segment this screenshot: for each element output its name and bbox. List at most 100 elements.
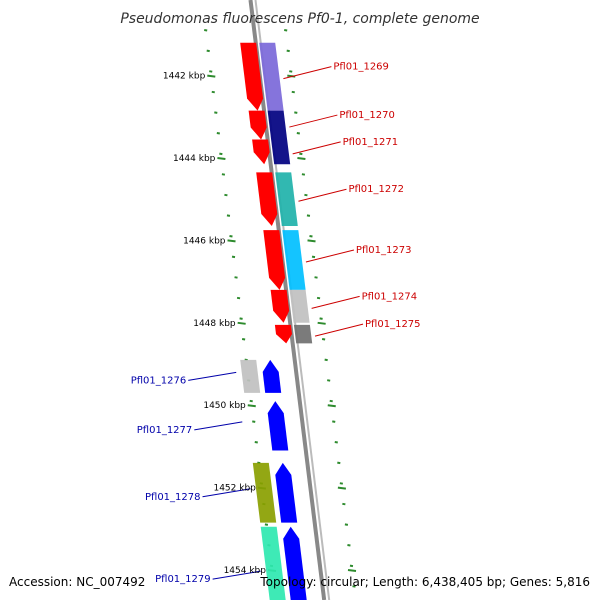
tick-mark — [344, 523, 349, 526]
tick-mark — [234, 276, 238, 279]
tick-mark — [309, 235, 313, 238]
tick-mark — [324, 358, 328, 362]
tick-mark — [327, 379, 331, 382]
ruler-label: 1442 kbp — [163, 72, 206, 82]
gene-label[interactable]: Pfl01_1276 — [131, 375, 187, 386]
cog-block — [259, 42, 284, 111]
tick-mark — [252, 420, 256, 423]
tick-mark — [209, 70, 213, 73]
gene-leader-line — [212, 570, 261, 580]
tick-mark — [299, 152, 303, 156]
tick-mark — [314, 276, 318, 279]
tick-mark — [291, 90, 295, 94]
tick-mark — [342, 502, 346, 506]
gene-leader-line — [202, 488, 251, 498]
gene-label[interactable]: Pfl01_1271 — [343, 137, 399, 148]
gene-label[interactable]: Pfl01_1274 — [362, 291, 418, 302]
tick-mark — [231, 255, 236, 259]
cog-block — [293, 324, 313, 344]
major-tick-right — [297, 157, 306, 161]
gene-label[interactable]: Pfl01_1277 — [137, 425, 193, 436]
tick-mark — [321, 338, 326, 341]
major-tick-right — [327, 404, 336, 408]
tick-mark — [294, 111, 298, 114]
tick-mark — [301, 173, 306, 176]
tick-mark — [304, 193, 308, 197]
cog-block — [267, 110, 288, 140]
tick-mark — [339, 482, 344, 485]
tick-mark — [249, 399, 253, 403]
major-tick-right — [337, 486, 347, 490]
tick-mark — [221, 173, 226, 176]
cog-block — [271, 139, 291, 165]
tick-mark — [347, 544, 351, 547]
tick-mark — [306, 214, 311, 217]
tick-mark — [332, 420, 336, 423]
gene-leader-line — [292, 141, 341, 155]
tick-mark — [264, 523, 269, 526]
tick-mark — [352, 585, 356, 588]
cog-block — [275, 172, 298, 226]
gene-leader-line — [194, 421, 243, 431]
ruler-label: 1448 kbp — [193, 319, 236, 329]
tick-mark — [319, 317, 323, 320]
cds-arrow — [263, 230, 286, 290]
gene-leader-line — [289, 114, 338, 128]
gene-leader-line — [305, 249, 355, 263]
gene-label[interactable]: Pfl01_1272 — [348, 184, 404, 195]
ruler-label: 1444 kbp — [173, 154, 216, 164]
gene-leader-line — [311, 295, 360, 309]
tick-mark — [337, 461, 341, 465]
cds-arrow — [283, 526, 307, 600]
tick-mark — [334, 441, 338, 444]
cog-block — [260, 526, 286, 600]
ruler-label: 1452 kbp — [213, 484, 256, 494]
major-tick-right — [317, 321, 326, 325]
gene-labels: Pfl01_1269 Pfl01_1270 Pfl01_1271 Pfl01_1272… — [131, 62, 421, 586]
tick-mark — [286, 49, 290, 53]
tick-mark — [226, 214, 231, 217]
cds-arrow — [275, 462, 298, 523]
major-tick-left — [237, 321, 246, 325]
ruler-label: 1450 kbp — [203, 401, 246, 411]
cds-arrow — [252, 139, 270, 165]
gene-label[interactable]: Pfl01_1269 — [333, 62, 389, 73]
tick-mark — [236, 296, 241, 300]
tick-mark — [211, 90, 215, 94]
tick-mark — [229, 235, 233, 238]
cds-arrow — [262, 359, 282, 393]
cog-color-track — [240, 42, 313, 600]
tick-mark — [296, 132, 300, 135]
cog-block — [252, 462, 277, 523]
genome-summary-text: Topology: circular; Length: 6,438,405 bp… — [259, 575, 590, 589]
gene-label[interactable]: Pfl01_1278 — [145, 492, 201, 503]
tick-mark — [239, 317, 243, 320]
gene-label[interactable]: Pfl01_1270 — [339, 110, 395, 121]
gene-label[interactable]: Pfl01_1273 — [356, 245, 412, 256]
tick-mark — [329, 399, 333, 403]
tick-mark — [311, 255, 316, 259]
tick-mark — [289, 70, 293, 73]
gene-label[interactable]: Pfl01_1279 — [155, 574, 211, 585]
gene-leader-line — [283, 66, 332, 80]
cog-block — [282, 230, 306, 290]
tick-mark — [204, 29, 208, 32]
gene-label[interactable]: Pfl01_1275 — [365, 319, 421, 330]
cds-arrow — [240, 42, 264, 111]
map-title: Pseudomonas fluorescens Pf0-1, complete … — [120, 11, 479, 27]
major-tick-left — [227, 239, 236, 243]
ruler-label: 1454 kbp — [224, 566, 267, 576]
gene-leader-line — [298, 188, 347, 202]
cds-arrow — [270, 289, 290, 323]
tick-mark — [241, 338, 246, 341]
tick-mark — [214, 111, 218, 114]
accession-text: Accession: NC_007492 — [9, 575, 145, 589]
major-tick-left — [217, 157, 226, 161]
major-tick-left — [247, 404, 256, 408]
major-tick-right — [347, 569, 357, 573]
tick-mark — [224, 193, 228, 197]
tick-mark — [216, 132, 220, 135]
tick-mark — [349, 564, 354, 568]
gene-leader-line — [188, 371, 237, 381]
